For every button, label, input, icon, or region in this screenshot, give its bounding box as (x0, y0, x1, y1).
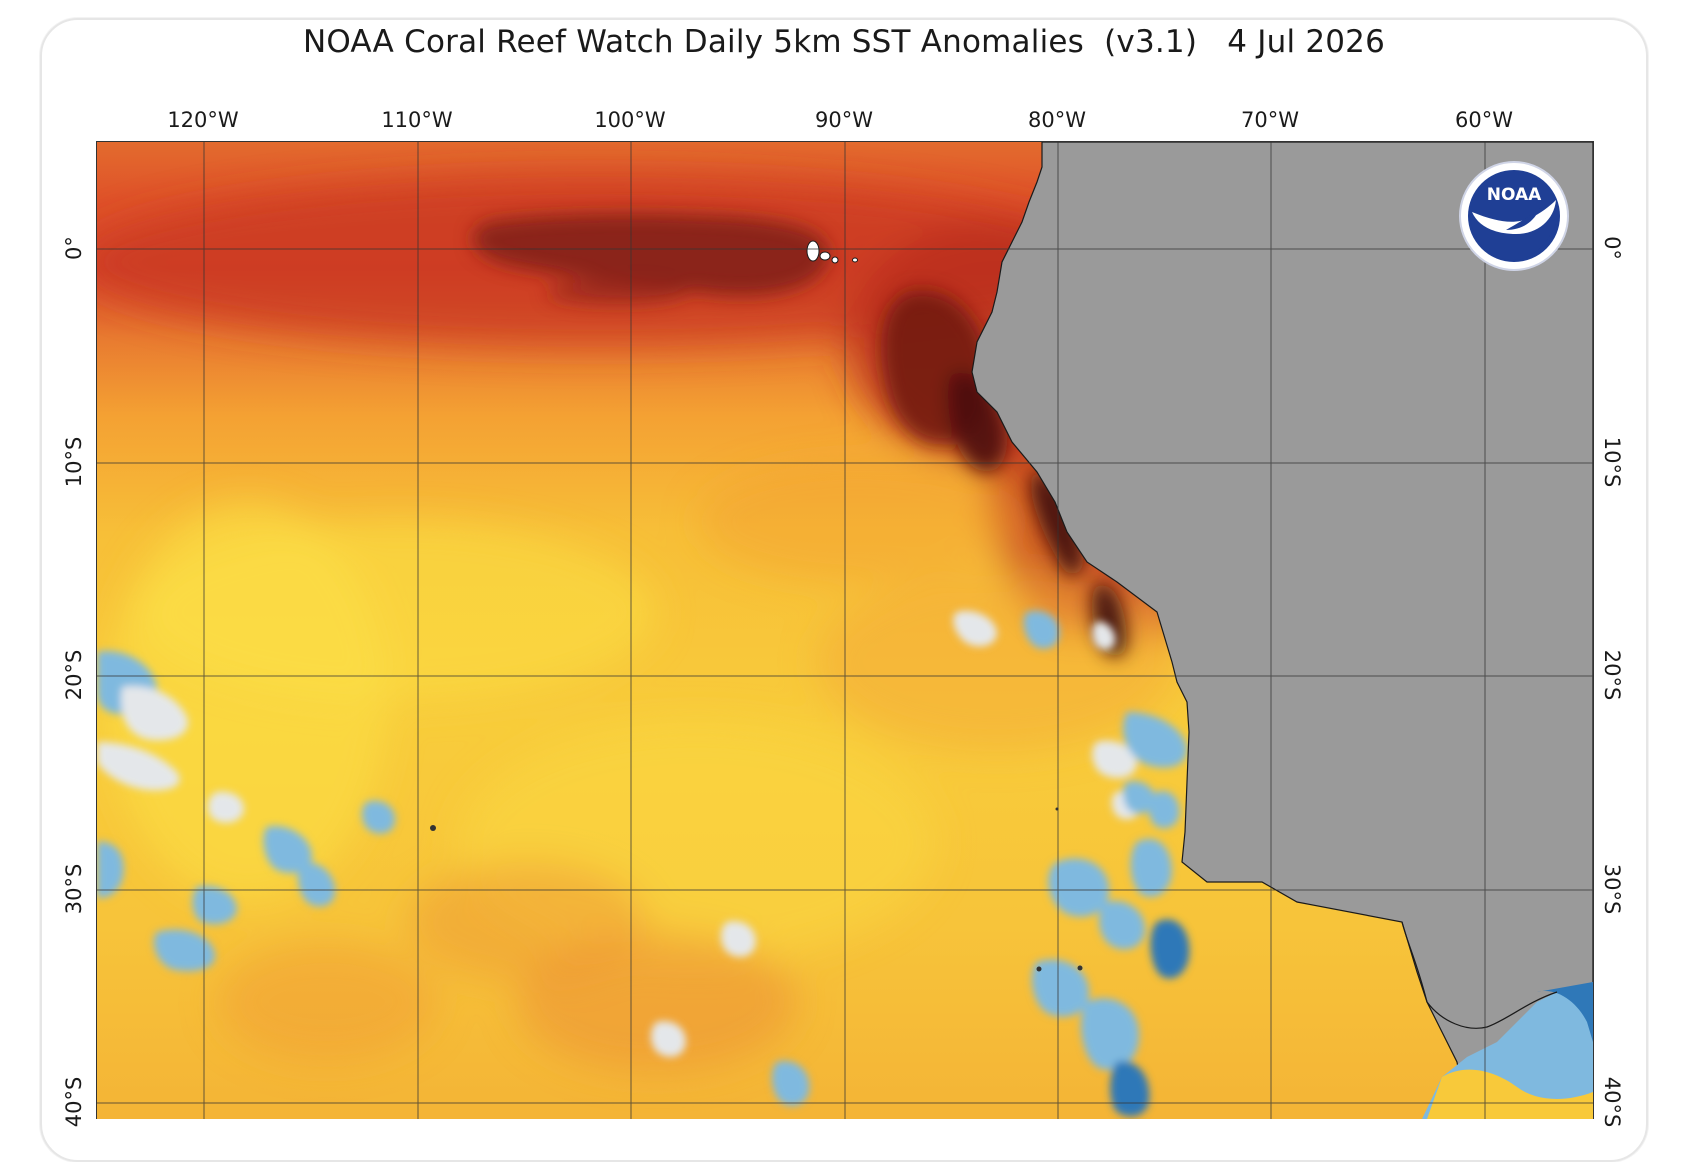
lat-label-right-40s: 40°S (1600, 1076, 1624, 1128)
coastal-water-south (1427, 1069, 1593, 1119)
lon-label-80w: 80°W (1028, 108, 1086, 132)
lon-label-60w: 60°W (1455, 108, 1513, 132)
lat-label-right-20s: 20°S (1600, 649, 1624, 701)
lat-label-left-10s: 10°S (62, 436, 86, 488)
lon-label-100w: 100°W (594, 108, 666, 132)
lon-label-70w: 70°W (1241, 108, 1299, 132)
graticule (97, 142, 1593, 1119)
logo-text: NOAA (1487, 185, 1542, 205)
lat-label-left-0: 0° (62, 236, 86, 260)
cool-anomaly-patches (97, 610, 1190, 1117)
coastline-south (1401, 921, 1558, 1029)
small-islands (430, 807, 1083, 972)
lon-label-110w: 110°W (381, 108, 453, 132)
land-south-america (971, 142, 1593, 1119)
galapagos-islands (806, 240, 858, 264)
coastal-cold-south (1537, 982, 1593, 1042)
lat-label-right-10s: 10°S (1600, 436, 1624, 488)
lat-label-right-30s: 30°S (1600, 863, 1624, 915)
lon-label-120w: 120°W (167, 108, 239, 132)
strong-anomaly-patches (472, 213, 1127, 658)
noaa-seagull-emblem-icon: NOAA (1458, 160, 1570, 272)
lon-label-90w: 90°W (815, 108, 873, 132)
lat-label-left-40s: 40°S (62, 1076, 86, 1128)
sst-anomaly-map[interactable] (96, 141, 1594, 1119)
lat-label-left-20s: 20°S (62, 649, 86, 701)
lat-label-right-0: 0° (1600, 236, 1624, 260)
lat-label-left-30s: 30°S (62, 863, 86, 915)
map-title: NOAA Coral Reef Watch Daily 5km SST Anom… (302, 24, 1386, 60)
